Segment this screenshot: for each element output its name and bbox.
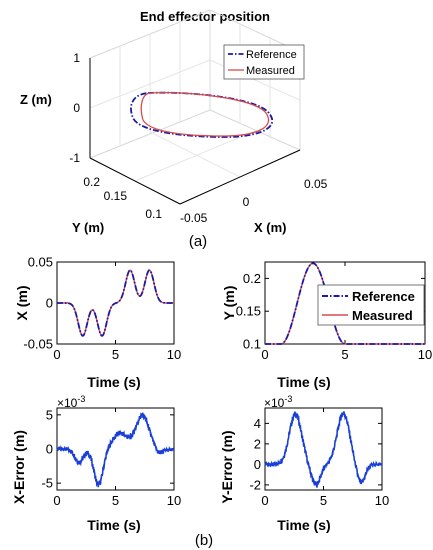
y-tick-label: 5 bbox=[46, 407, 53, 422]
x-tick-label: 0.05 bbox=[304, 177, 328, 191]
series-measured-3d bbox=[140, 92, 269, 137]
y-tick-label: 0.2 bbox=[243, 271, 261, 286]
legend-entry: Measured bbox=[352, 308, 413, 323]
x-tick-label: 10 bbox=[375, 493, 389, 508]
z-tick-label: -1 bbox=[69, 151, 80, 165]
y-tick-label: 0 bbox=[46, 296, 53, 311]
x-tick-label: 0 bbox=[261, 493, 268, 508]
x-tick-label: 5 bbox=[112, 493, 119, 508]
x-plot-xlabel: Time (s) bbox=[87, 374, 140, 390]
xerr-exponent: ×10-3 bbox=[57, 394, 85, 410]
yerr-plot-xlabel: Time (s) bbox=[277, 517, 330, 533]
legend-box bbox=[223, 44, 305, 80]
y-plot-ylabel: Y (m) bbox=[221, 286, 237, 321]
series-reference bbox=[265, 262, 425, 345]
x-tick-label: 5 bbox=[112, 347, 119, 362]
y-axis-label: Y (m) bbox=[72, 220, 104, 235]
x-tick-label: 10 bbox=[418, 347, 432, 362]
xerr-plot-xlabel: Time (s) bbox=[87, 517, 140, 533]
y-tick-label: 2 bbox=[254, 436, 261, 451]
plot-area bbox=[56, 407, 175, 491]
x-tick-label: 5 bbox=[320, 493, 327, 508]
box-3d bbox=[89, 9, 301, 205]
y-tick-label: 4 bbox=[254, 416, 261, 431]
panel-label-b: (b) bbox=[195, 532, 213, 549]
x-tick-label: 5 bbox=[341, 347, 348, 362]
panel-label-a: (a) bbox=[189, 233, 207, 250]
yerr-plot-ylabel: Y-Error (m) bbox=[219, 430, 235, 503]
series-x-error bbox=[56, 412, 175, 488]
z-tick-label: 0 bbox=[73, 101, 80, 115]
series-reference-3d bbox=[130, 91, 274, 138]
y-tick-label: -5 bbox=[41, 476, 53, 491]
legend-entry: Reference bbox=[246, 49, 297, 61]
legend-3d: Reference Measured bbox=[223, 44, 305, 80]
y-tick-label: 0.2 bbox=[83, 175, 100, 189]
y-tick-label: 0 bbox=[46, 442, 53, 457]
series-reference bbox=[57, 269, 174, 337]
y-tick-label: 0 bbox=[254, 457, 261, 472]
panel-3d: End effector position 1 0 -1 bbox=[20, 9, 328, 250]
x-tick-label: 0 bbox=[243, 195, 250, 209]
x-tick-label: 10 bbox=[167, 347, 181, 362]
legend-entry: Reference bbox=[352, 289, 415, 304]
plot-x-error: 0 5 10-505 bbox=[41, 407, 181, 508]
y-tick-label: -2 bbox=[249, 477, 261, 492]
y-tick-label: 0.1 bbox=[145, 207, 162, 221]
x-tick-label: -0.05 bbox=[180, 211, 208, 225]
series-y-error bbox=[264, 411, 383, 488]
y-tick-label: 0.15 bbox=[236, 304, 261, 319]
z-axis-label: Z (m) bbox=[20, 92, 52, 107]
x-axis-label: X (m) bbox=[254, 220, 287, 235]
y-tick-label: 0.05 bbox=[28, 255, 53, 270]
x-plot-ylabel: X (m) bbox=[14, 286, 30, 321]
y-tick-label: 0.15 bbox=[104, 189, 128, 203]
x-tick-label: 10 bbox=[167, 493, 181, 508]
x-tick-label: 0 bbox=[261, 347, 268, 362]
z-tick-label: 1 bbox=[73, 51, 80, 65]
y-plot-xlabel: Time (s) bbox=[277, 374, 330, 390]
axes-3d bbox=[89, 58, 301, 205]
yerr-exponent: ×10-3 bbox=[264, 394, 292, 410]
y-tick-label: -0.05 bbox=[23, 337, 53, 352]
legend-box bbox=[317, 284, 425, 326]
legend-entry: Measured bbox=[246, 65, 295, 77]
y-tick-label: 0.1 bbox=[243, 337, 261, 352]
legend-2d: Reference Measured bbox=[317, 284, 425, 326]
x-tick-label: 0 bbox=[53, 347, 60, 362]
x-tick-label: 0 bbox=[53, 493, 60, 508]
chart-title: End effector position bbox=[140, 9, 270, 24]
xerr-plot-ylabel: X-Error (m) bbox=[11, 430, 27, 504]
plot-area bbox=[264, 407, 383, 491]
